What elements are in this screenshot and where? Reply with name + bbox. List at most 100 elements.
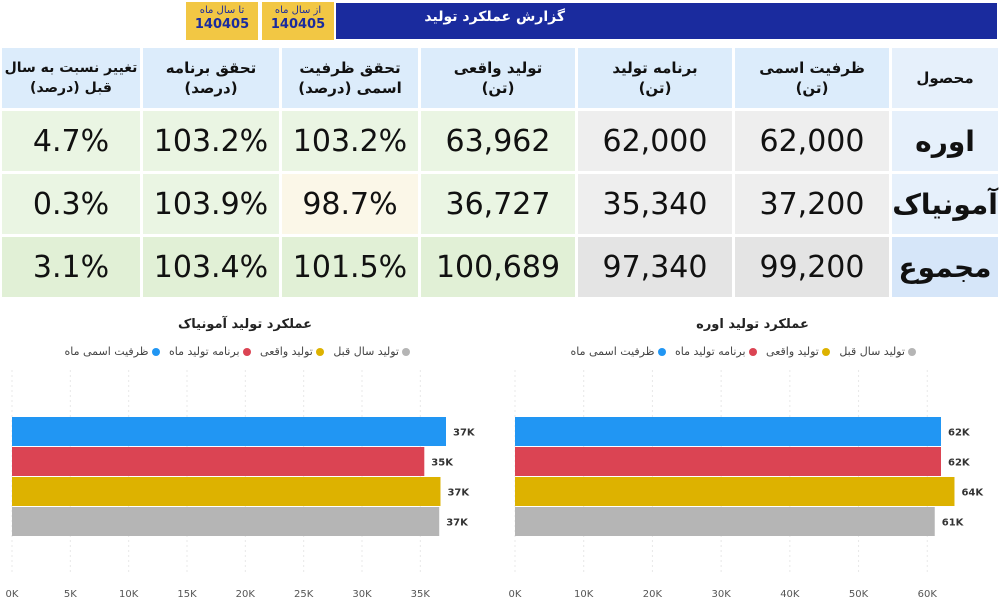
table-cell-plan: 62,000	[578, 111, 732, 171]
col-header-capacity-line1: ظرفیت اسمی	[759, 59, 865, 77]
x-tick-label: 5K	[64, 589, 77, 600]
legend-label: برنامه تولید ماه	[675, 345, 746, 358]
x-tick-label: 0K	[509, 589, 522, 600]
chart-urea-title: عملکرد تولید اوره	[696, 317, 809, 332]
from-period-box[interactable]: از سال ماه 140405	[262, 2, 334, 40]
bar-data-label: 61K	[942, 518, 965, 529]
x-tick-label: 60K	[918, 589, 938, 600]
col-header-plan-line1: برنامه تولید	[612, 59, 698, 77]
col-header-actual-line2: (تن)	[481, 79, 515, 97]
table-cell-actual: 100,689	[421, 237, 575, 297]
bar-1[interactable]	[515, 447, 941, 476]
col-header-product: محصول	[892, 48, 998, 108]
table-cell-capacity: 99,200	[735, 237, 889, 297]
table-cell-plan-achievement: 103.9%	[143, 174, 279, 234]
col-header-plan-achievement: تحقق برنامه (درصد)	[143, 48, 279, 108]
legend-item-actual[interactable]: تولید واقعی	[766, 345, 830, 358]
from-period-value: 140405	[270, 17, 326, 32]
to-period-box[interactable]: تا سال ماه 140405	[186, 2, 258, 40]
to-period-value: 140405	[194, 17, 250, 32]
x-tick-label: 10K	[574, 589, 594, 600]
table-cell-plan-achievement: 103.2%	[143, 111, 279, 171]
col-header-capacity: ظرفیت اسمی (تن)	[735, 48, 889, 108]
chart-ammonia-plot: 0K 5K 10K 15K 20K 25K 30K 35K 37K 35K 37K 37K	[6, 370, 476, 600]
x-tick-label: 0K	[6, 589, 19, 600]
col-header-plan: برنامه تولید (تن)	[578, 48, 732, 108]
from-period-label: از سال ماه	[274, 5, 322, 16]
legend-item-last-year[interactable]: تولید سال قبل	[839, 345, 916, 358]
table-cell-actual: 63,962	[421, 111, 575, 171]
bar-data-label: 62K	[948, 428, 971, 439]
bar-1[interactable]	[12, 447, 425, 476]
table-cell-capacity-achievement: 103.2%	[282, 111, 418, 171]
bar-2[interactable]	[515, 477, 955, 506]
legend-item-last-year[interactable]: تولید سال قبل	[333, 345, 410, 358]
col-header-capacity-line2: (تن)	[795, 79, 829, 97]
legend-dot-icon	[242, 348, 251, 356]
x-tick-label: 20K	[236, 589, 256, 600]
legend-dot-icon	[657, 348, 666, 356]
legend-label: تولید واقعی	[766, 345, 819, 358]
table-cell-plan: 97,340	[578, 237, 732, 297]
x-tick-label: 30K	[711, 589, 731, 600]
legend-label: ظرفیت اسمی ماه	[570, 345, 655, 358]
row-label-ammonia: آمونیاک	[892, 174, 998, 234]
chart-ammonia-legend: تولید سال قبل تولید واقعی برنامه تولید م…	[59, 345, 410, 358]
col-header-cap-ach-line1: تحقق ظرفیت	[299, 59, 401, 77]
bar-data-label: 37K	[447, 488, 470, 499]
row-label-urea: اوره	[892, 111, 998, 171]
col-header-change-line1: تغییر نسبت به سال	[4, 60, 138, 76]
bar-3[interactable]	[12, 507, 440, 536]
legend-item-capacity[interactable]: ظرفیت اسمی ماه	[65, 345, 160, 358]
bar-data-label: 62K	[948, 458, 971, 469]
legend-dot-icon	[748, 348, 757, 356]
x-tick-label: 25K	[294, 589, 314, 600]
legend-label: تولید واقعی	[260, 345, 313, 358]
legend-dot-icon	[151, 348, 160, 356]
report-title: گزارش عملکرد تولید	[424, 9, 565, 25]
table-cell-capacity-achievement: 98.7%	[282, 174, 418, 234]
chart-ammonia-title: عملکرد تولید آمونیاک	[177, 317, 313, 332]
bar-0[interactable]	[12, 417, 446, 446]
table-cell-plan-achievement: 103.4%	[143, 237, 279, 297]
table-cell-capacity: 62,000	[735, 111, 889, 171]
col-header-change-line2: قبل (درصد)	[30, 80, 112, 96]
col-header-actual-line1: تولید واقعی	[453, 59, 543, 77]
table-cell-yoy-change: 4.7%	[2, 111, 140, 171]
col-header-cap-ach-line2: اسمی (درصد)	[298, 79, 402, 97]
x-tick-label: 30K	[352, 589, 372, 600]
legend-item-plan[interactable]: برنامه تولید ماه	[675, 345, 757, 358]
bar-data-label: 37K	[453, 428, 476, 439]
bar-data-label: 37K	[446, 518, 469, 529]
legend-item-actual[interactable]: تولید واقعی	[260, 345, 324, 358]
legend-label: ظرفیت اسمی ماه	[64, 345, 149, 358]
col-header-capacity-achievement: تحقق ظرفیت اسمی (درصد)	[282, 48, 418, 108]
legend-dot-icon	[821, 348, 830, 356]
col-header-plan-ach-line2: (درصد)	[184, 79, 238, 97]
table-cell-actual: 36,727	[421, 174, 575, 234]
bar-2[interactable]	[12, 477, 441, 506]
to-period-label: تا سال ماه	[199, 5, 245, 16]
legend-dot-icon	[315, 348, 324, 356]
legend-dot-icon	[402, 348, 410, 356]
legend-item-capacity[interactable]: ظرفیت اسمی ماه	[571, 345, 666, 358]
x-tick-label: 20K	[643, 589, 663, 600]
col-header-product-text: محصول	[916, 69, 974, 87]
title-bar	[336, 3, 997, 39]
x-tick-label: 10K	[119, 589, 139, 600]
col-header-plan-ach-line1: تحقق برنامه	[165, 59, 257, 77]
x-tick-label: 15K	[177, 589, 197, 600]
col-header-actual: تولید واقعی (تن)	[421, 48, 575, 108]
bar-3[interactable]	[515, 507, 935, 536]
bar-data-label: 35K	[431, 458, 454, 469]
bar-0[interactable]	[515, 417, 941, 446]
x-tick-label: 40K	[780, 589, 800, 600]
col-header-plan-line2: (تن)	[638, 79, 672, 97]
legend-item-plan[interactable]: برنامه تولید ماه	[169, 345, 251, 358]
row-label-total: مجموع	[892, 237, 998, 297]
table-cell-capacity-achievement: 101.5%	[282, 237, 418, 297]
x-tick-label: 50K	[849, 589, 869, 600]
col-header-yoy-change: تغییر نسبت به سال قبل (درصد)	[2, 48, 140, 108]
x-tick-label: 35K	[411, 589, 431, 600]
table-cell-capacity: 37,200	[735, 174, 889, 234]
